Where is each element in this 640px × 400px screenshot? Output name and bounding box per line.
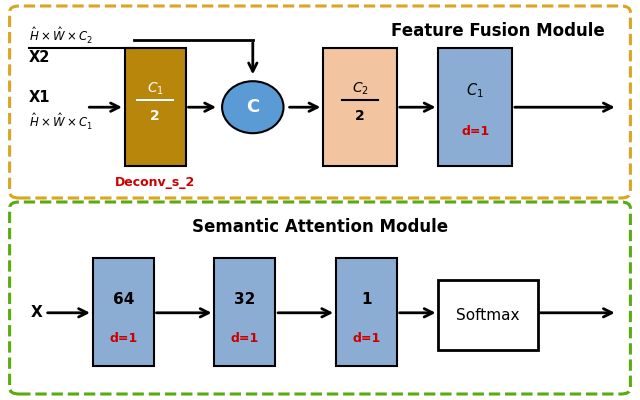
- Text: d=1: d=1: [230, 332, 259, 344]
- Text: 64: 64: [113, 292, 134, 308]
- FancyBboxPatch shape: [10, 202, 630, 394]
- Text: 2: 2: [150, 109, 160, 123]
- FancyBboxPatch shape: [10, 6, 630, 198]
- Text: X: X: [31, 305, 42, 320]
- Bar: [125, 48, 186, 166]
- Bar: [323, 48, 397, 166]
- Bar: [438, 48, 512, 166]
- Text: 1: 1: [361, 292, 372, 308]
- Bar: [438, 280, 538, 350]
- Text: 2: 2: [355, 109, 365, 123]
- Text: Softmax: Softmax: [456, 308, 520, 322]
- Text: X2: X2: [29, 50, 50, 66]
- Ellipse shape: [222, 81, 284, 133]
- Text: Feature Fusion Module: Feature Fusion Module: [391, 22, 605, 40]
- Text: C: C: [246, 98, 259, 116]
- Text: $\hat{H}\times\hat{W}\times C_1$: $\hat{H}\times\hat{W}\times C_1$: [29, 112, 93, 132]
- Text: $C_1$: $C_1$: [147, 81, 164, 97]
- Bar: [93, 258, 154, 366]
- Text: Semantic Attention Module: Semantic Attention Module: [192, 218, 448, 236]
- Bar: [336, 258, 397, 366]
- Bar: [214, 258, 275, 366]
- Text: Deconv_s_2: Deconv_s_2: [115, 176, 195, 189]
- Text: $\hat{H}\times\hat{W}\times C_2$: $\hat{H}\times\hat{W}\times C_2$: [29, 26, 93, 46]
- Text: 32: 32: [234, 292, 255, 308]
- Text: X1: X1: [29, 90, 51, 106]
- Text: d=1: d=1: [109, 332, 138, 344]
- Text: $C_2$: $C_2$: [351, 81, 369, 97]
- Text: d=1: d=1: [352, 332, 381, 344]
- Text: $C_1$: $C_1$: [467, 82, 484, 100]
- Text: d=1: d=1: [461, 124, 490, 138]
